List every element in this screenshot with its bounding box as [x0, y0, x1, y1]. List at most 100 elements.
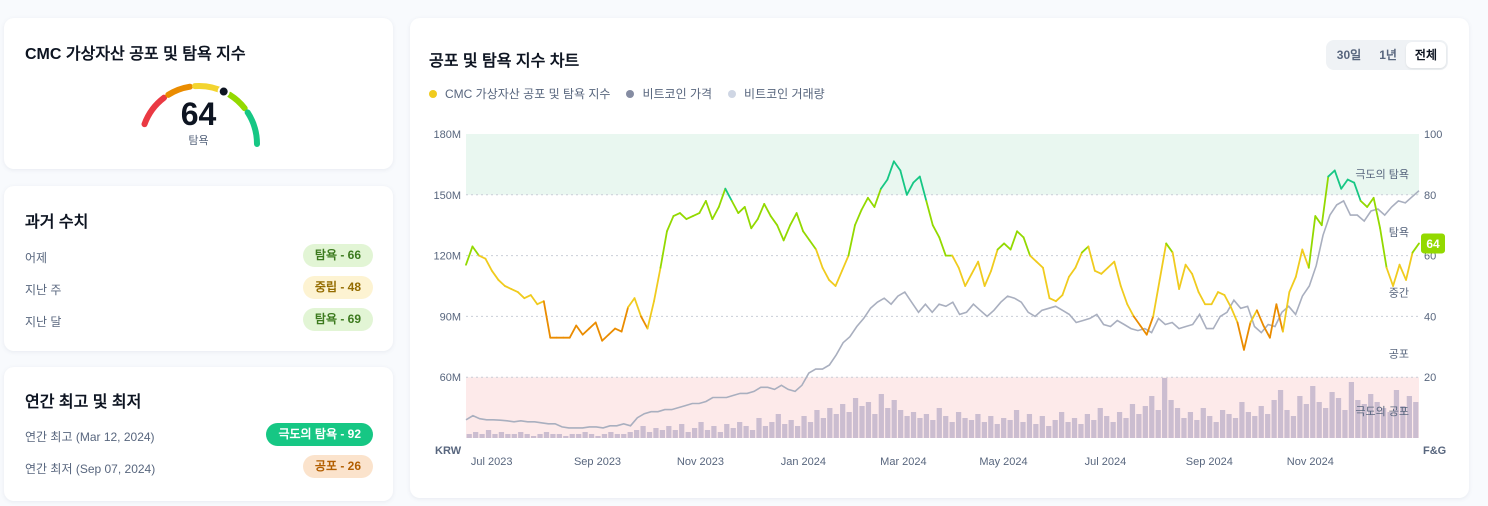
volume-bar — [698, 422, 704, 438]
legend-item-btc-volume[interactable]: 비트코인 거래량 — [728, 85, 825, 102]
fear-greed-line-segment — [1385, 266, 1394, 287]
fear-greed-line-segment — [964, 272, 973, 287]
volume-bar — [666, 426, 672, 438]
volume-bar — [691, 428, 698, 438]
chart-legend: CMC 가상자산 공포 및 탐욕 지수 비트코인 가격 비트코인 거래량 — [429, 85, 825, 102]
volume-bar — [1380, 408, 1387, 438]
fear-greed-line-segment — [1184, 263, 1193, 275]
volume-bar — [794, 426, 801, 438]
fear-greed-gauge-card: CMC 가상자산 공포 및 탐욕 지수 64 탐욕 — [4, 18, 393, 169]
y-right-axis-label: F&G — [1423, 445, 1446, 457]
fear-greed-line-segment — [990, 248, 999, 272]
fear-greed-line-segment — [1080, 245, 1090, 254]
fear-greed-line-segment — [828, 279, 837, 287]
x-tick-label: Sep 2024 — [1186, 456, 1233, 468]
x-tick-label: Jan 2024 — [781, 456, 826, 468]
volume-bar — [556, 434, 562, 438]
volume-bar — [923, 414, 930, 438]
x-tick-label: Nov 2023 — [677, 456, 724, 468]
volume-bar — [511, 434, 517, 438]
fear-greed-line-segment — [1230, 306, 1239, 324]
fear-greed-line-segment — [925, 199, 934, 227]
volume-bar — [1335, 398, 1342, 438]
yearly-row-label: 연간 최저 (Sep 07, 2024) — [25, 462, 156, 476]
volume-bar — [505, 434, 511, 438]
fear-greed-line-segment — [1191, 272, 1200, 293]
volume-bar — [968, 420, 975, 438]
fear-greed-line-segment — [905, 181, 915, 196]
volume-bar — [962, 418, 968, 438]
volume-bar — [563, 436, 569, 438]
fear-greed-line-segment — [1158, 242, 1168, 281]
gauge-arc-extreme-fear — [141, 94, 168, 128]
historical-title: 과거 수치 — [25, 214, 89, 231]
volume-bar — [1200, 408, 1206, 438]
volume-bar — [1174, 408, 1181, 438]
volume-bar — [820, 418, 826, 438]
fear-greed-chart-card: 180M 150M 120M 90M 60M 100 80 60 40 20 KRW F&G Jul 2… — [410, 18, 1469, 498]
historical-row-label: 지난 주 — [25, 283, 62, 297]
fear-greed-line-segment — [620, 306, 629, 333]
legend-dot-icon — [626, 89, 635, 98]
fear-greed-line-segment — [575, 324, 584, 336]
fear-greed-line-segment — [951, 254, 960, 269]
volume-bar — [627, 432, 633, 438]
fear-greed-line-segment — [743, 206, 753, 230]
volume-bar — [1290, 416, 1297, 438]
volume-bar — [949, 422, 955, 438]
volume-bar — [582, 432, 588, 438]
fear-greed-line-segment — [1126, 303, 1135, 318]
volume-bar — [1104, 416, 1110, 438]
volume-bar — [801, 416, 807, 438]
volume-bar — [466, 434, 472, 438]
y-left-axis-label: KRW — [435, 445, 462, 457]
range-button-1y[interactable]: 1년 — [1379, 48, 1397, 62]
volume-bar — [550, 434, 556, 438]
gauge-indicator — [217, 85, 230, 98]
volume-bar — [1123, 418, 1129, 438]
volume-bar — [827, 408, 833, 438]
volume-bar — [1007, 420, 1013, 438]
volume-bar — [1001, 418, 1007, 438]
fear-greed-line-segment — [1210, 291, 1219, 306]
volume-bar — [936, 408, 942, 438]
fear-greed-line-segment — [581, 327, 591, 336]
volume-bar — [1271, 400, 1277, 438]
volume-bar — [1342, 410, 1348, 438]
fear-greed-line-segment — [1307, 215, 1317, 269]
range-button-all[interactable]: 전체 — [1405, 42, 1446, 68]
volume-bar — [769, 422, 775, 438]
volume-bar — [724, 424, 730, 438]
volume-bar — [1406, 396, 1412, 438]
fear-greed-line-segment — [478, 254, 487, 260]
fear-greed-line-segment — [892, 160, 902, 172]
historical-row-label: 지난 달 — [25, 315, 62, 329]
volume-bar — [1039, 416, 1045, 438]
zone-label: 탐욕 — [1389, 226, 1409, 239]
fear-greed-line-segment — [834, 269, 843, 287]
volume-bar — [1400, 406, 1406, 438]
volume-bar — [1232, 418, 1239, 438]
current-value-tag — [1421, 233, 1445, 254]
volume-bar — [1020, 422, 1026, 438]
fear-greed-line-segment — [717, 187, 727, 208]
x-tick-label: Jul 2023 — [471, 456, 513, 468]
fear-greed-line-segment — [1353, 181, 1362, 202]
volume-bar — [788, 420, 794, 438]
legend-item-fear-greed[interactable]: CMC 가상자산 공포 및 탐욕 지수 — [429, 85, 610, 102]
fear-greed-line-segment — [1074, 251, 1083, 269]
fear-greed-line-segment — [983, 269, 993, 287]
volume-bar — [1052, 420, 1058, 438]
volume-bar — [1374, 402, 1380, 438]
fear-greed-line-segment — [510, 288, 519, 293]
gauge-sentiment-label: 탐욕 — [188, 135, 209, 147]
legend-item-btc-price[interactable]: 비트코인 가격 — [626, 85, 712, 102]
zone-band-0 — [466, 134, 1419, 195]
legend-label: 비트코인 거래량 — [744, 87, 825, 101]
volume-bar — [775, 414, 781, 438]
historical-row-label: 어제 — [25, 251, 48, 265]
range-button-30d[interactable]: 30일 — [1336, 48, 1362, 62]
fear-greed-line-segment — [640, 315, 649, 330]
fear-greed-line-segment — [1061, 275, 1070, 297]
fear-greed-line-segment — [1288, 275, 1297, 293]
